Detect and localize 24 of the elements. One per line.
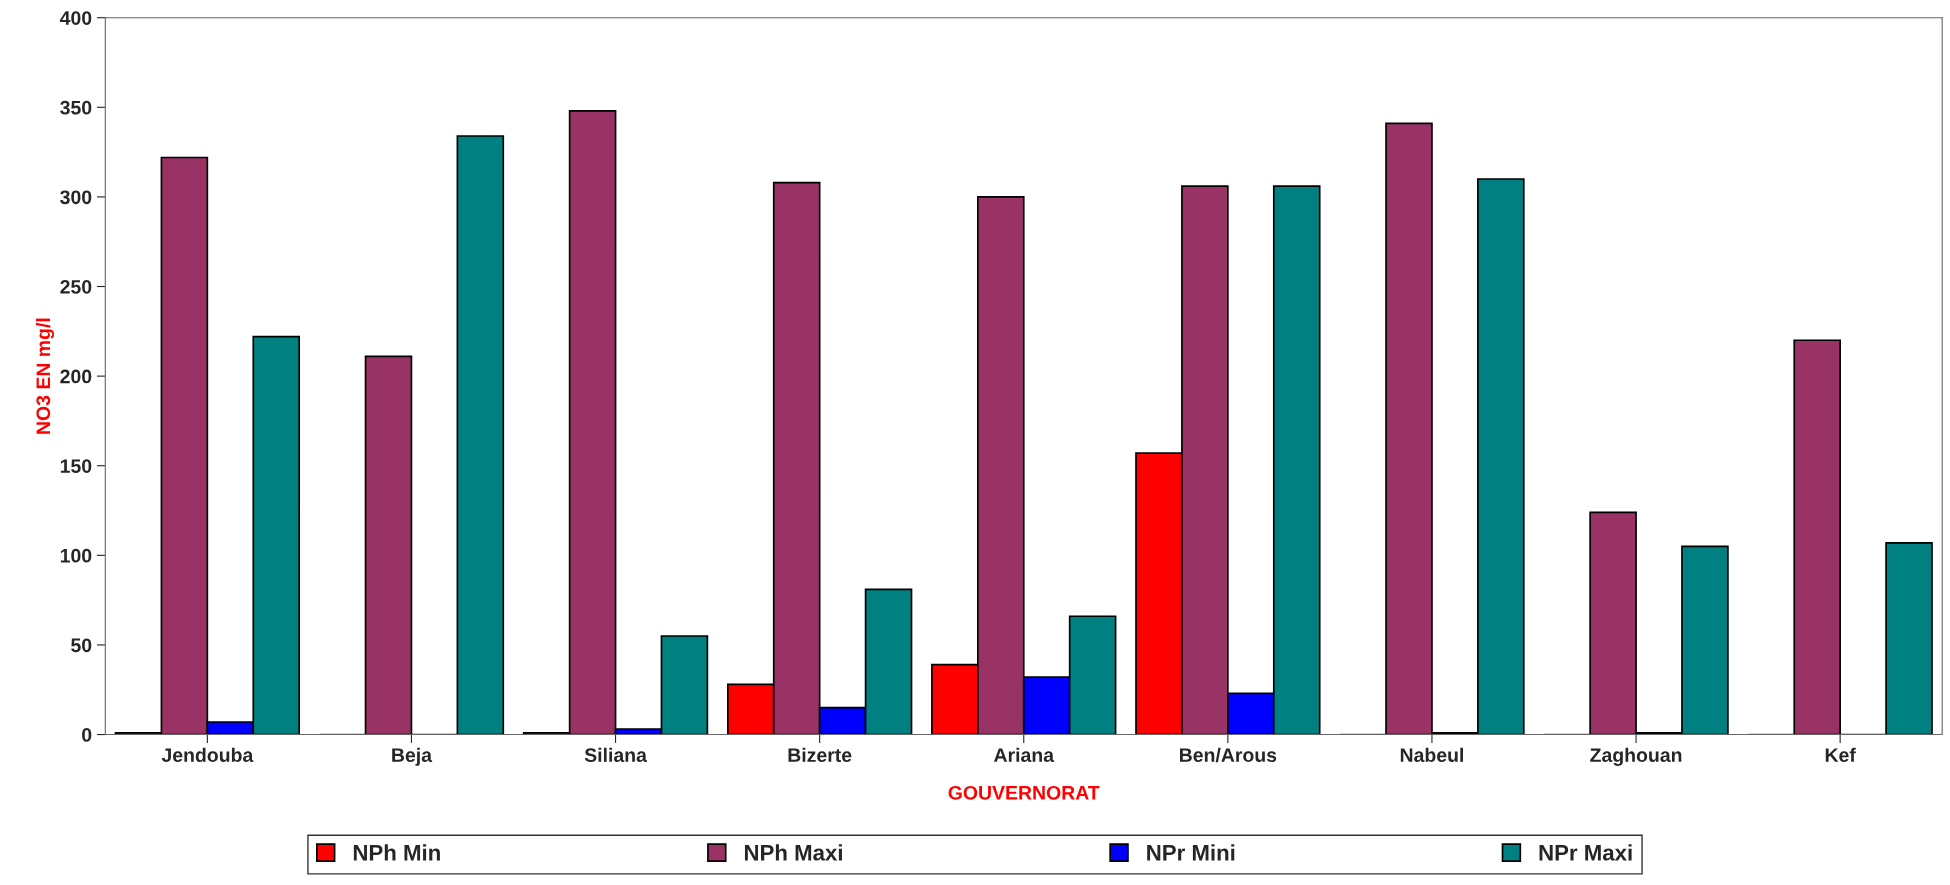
y-tick-label: 400	[59, 11, 92, 25]
x-tick-label: Ben/Arous	[1180, 747, 1277, 763]
x-tick-label: Siliana	[584, 747, 648, 763]
legend-label: NPr Maxi	[1539, 844, 1632, 861]
legend-label: NPh Min	[353, 844, 440, 861]
y-tick-label: 100	[60, 548, 92, 563]
x-axis-title: GOUVERNORAT	[948, 785, 1100, 800]
legend-label: NPh Maxi	[744, 844, 842, 861]
x-tick-label: Bizerte	[788, 747, 852, 763]
x-tick-label: Jendouba	[161, 747, 254, 763]
y-tick-label: 200	[60, 369, 92, 384]
y-tick-label: 250	[60, 279, 92, 294]
y-axis-title: NO3 EN mg/l	[35, 318, 55, 434]
x-tick-label: Ariana	[993, 747, 1055, 763]
x-tick-label: Kef	[1825, 747, 1856, 763]
legend-label: NPr Mini	[1147, 844, 1235, 861]
x-tick-label: Zaghouan	[1590, 747, 1682, 766]
x-tick-label: Nabeul	[1400, 747, 1463, 763]
y-tick-label: 150	[60, 459, 92, 473]
y-tick-label: 0	[82, 728, 92, 742]
y-tick-label: 300	[60, 190, 92, 205]
y-tick-label: 50	[71, 638, 92, 653]
y-tick-label: 350	[60, 100, 92, 115]
x-tick-label: Beja	[392, 747, 433, 766]
